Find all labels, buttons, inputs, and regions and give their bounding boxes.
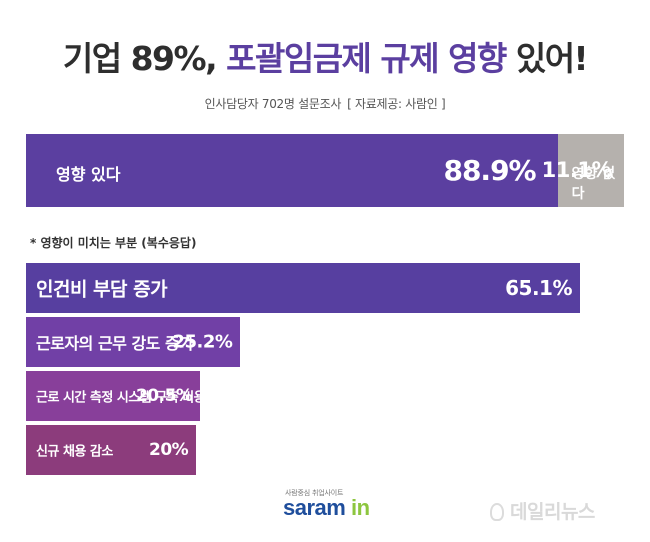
split-label-yes: 영향 있다 <box>56 165 121 184</box>
survey-subtitle: 인사담당자 702명 설문조사 [ 자료제공: 사람인 ] <box>0 95 650 112</box>
split-label-no: 영향 없다 <box>571 166 616 202</box>
title-prefix: 기업 89%, <box>62 39 218 78</box>
split-segment-yes: 영향 있다 88.9% <box>26 134 558 207</box>
impact-bar-label: 근로자의 근무 강도 증가 <box>36 334 194 353</box>
impact-bar-label: 신규 채용 감소 <box>36 444 113 460</box>
impact-bar-value: 25.2% <box>172 331 233 353</box>
logo-name: saram <box>283 495 346 520</box>
title-highlight: 포괄임금제 규제 영향 <box>226 39 507 78</box>
title-suffix: 있어! <box>515 39 589 78</box>
split-segment-no: 영향 없다 11.1% <box>542 134 624 207</box>
impact-bar-value: 65.1% <box>505 276 572 300</box>
watermark-icon <box>490 503 504 521</box>
chart-note: * 영향이 미치는 부분 (복수응답) <box>30 236 197 250</box>
logo-tagline: 사람중심 취업사이트 <box>285 489 344 497</box>
news-watermark: 데일리뉴스 <box>490 497 595 524</box>
impact-bar-value: 20% <box>148 440 189 460</box>
impact-bar: 근로자의 근무 강도 증가 25.2% <box>26 317 241 367</box>
split-value-no: 11.1% <box>541 158 613 182</box>
logo-name-accent: in <box>350 495 370 520</box>
survey-sample: 인사담당자 702명 설문조사 <box>204 97 342 111</box>
impact-bar: 근로 시간 측정 시스템 구축 비용 증가 20.5% <box>26 371 233 421</box>
saramin-logo: 사람중심 취업사이트 saram in <box>283 488 393 528</box>
logo-wordmark: saram in <box>283 495 370 521</box>
impact-bar-label: 인건비 부담 증가 <box>36 278 168 301</box>
survey-source: [ 자료제공: 사람인 ] <box>347 97 446 111</box>
impact-bar: 인건비 부담 증가 65.1% <box>26 263 580 313</box>
impact-bar: 신규 채용 감소 20% <box>26 425 197 475</box>
impact-split-bar: 영향 있다 88.9% 영향 없다 11.1% <box>26 134 624 207</box>
impact-bar-value: 20.5% <box>135 386 193 406</box>
impact-bar-label: 근로 시간 측정 시스템 구축 비용 증가 <box>36 390 233 406</box>
watermark-text: 데일리뉴스 <box>510 501 595 523</box>
page-title: 기업 89%, 포괄임금제 규제 영향 있어! <box>0 32 650 80</box>
split-value-yes: 88.9% <box>443 154 536 187</box>
